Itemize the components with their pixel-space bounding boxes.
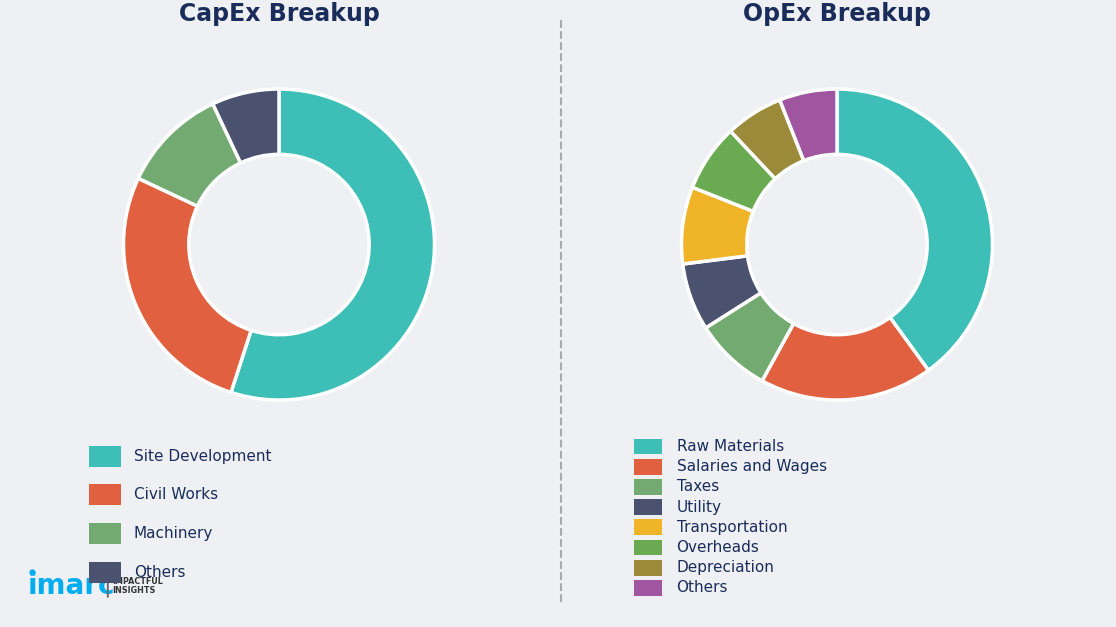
Text: Others: Others (134, 564, 185, 579)
Text: Depreciation: Depreciation (676, 560, 775, 575)
Text: Civil Works: Civil Works (134, 487, 218, 502)
Wedge shape (213, 89, 279, 163)
Text: Salaries and Wages: Salaries and Wages (676, 459, 827, 474)
Wedge shape (124, 178, 251, 393)
Wedge shape (682, 187, 753, 264)
FancyBboxPatch shape (634, 560, 663, 576)
Wedge shape (731, 100, 804, 179)
Title: CapEx Breakup: CapEx Breakup (179, 2, 379, 26)
Text: Overheads: Overheads (676, 540, 759, 555)
Wedge shape (837, 89, 992, 371)
FancyBboxPatch shape (634, 479, 663, 495)
Text: Others: Others (676, 581, 728, 596)
FancyBboxPatch shape (634, 540, 663, 556)
Wedge shape (762, 317, 929, 400)
Text: Utility: Utility (676, 500, 722, 515)
Wedge shape (138, 104, 241, 206)
Text: Raw Materials: Raw Materials (676, 439, 783, 454)
FancyBboxPatch shape (634, 459, 663, 475)
Text: |: | (103, 576, 110, 597)
FancyBboxPatch shape (634, 499, 663, 515)
FancyBboxPatch shape (89, 562, 121, 582)
Text: Taxes: Taxes (676, 480, 719, 495)
Wedge shape (692, 131, 776, 211)
FancyBboxPatch shape (634, 439, 663, 455)
Text: imarc: imarc (28, 572, 115, 600)
Text: INSIGHTS: INSIGHTS (113, 586, 156, 595)
Text: IMPACTFUL: IMPACTFUL (113, 577, 164, 586)
Text: Machinery: Machinery (134, 526, 213, 541)
Wedge shape (231, 89, 434, 400)
Text: Transportation: Transportation (676, 520, 787, 535)
Wedge shape (683, 256, 761, 328)
FancyBboxPatch shape (89, 484, 121, 505)
FancyBboxPatch shape (89, 446, 121, 466)
FancyBboxPatch shape (634, 519, 663, 535)
FancyBboxPatch shape (634, 580, 663, 596)
Title: OpEx Breakup: OpEx Breakup (743, 2, 931, 26)
FancyBboxPatch shape (89, 523, 121, 544)
Wedge shape (780, 89, 837, 161)
Wedge shape (705, 293, 793, 381)
Text: Site Development: Site Development (134, 449, 271, 464)
